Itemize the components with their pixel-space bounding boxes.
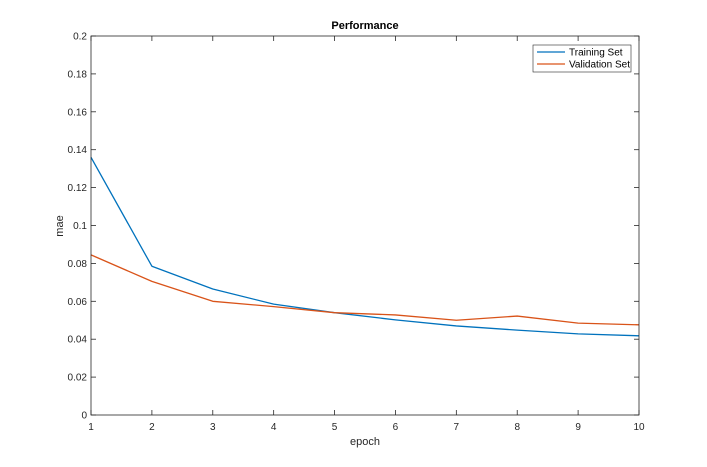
x-tick-label: 9 xyxy=(575,422,581,433)
y-tick-label: 0.16 xyxy=(68,107,88,118)
x-axis-label: epoch xyxy=(350,436,380,448)
x-tick-label: 1 xyxy=(88,422,94,433)
y-tick-label: 0.02 xyxy=(68,373,88,384)
x-tick-label: 10 xyxy=(633,422,645,433)
legend-label: Validation Set xyxy=(569,60,630,71)
x-tick-label: 4 xyxy=(271,422,277,433)
y-tick-label: 0.04 xyxy=(68,335,88,346)
y-axis-label: mae xyxy=(54,215,66,236)
y-tick-label: 0.18 xyxy=(68,69,88,80)
y-tick-label: 0 xyxy=(81,411,87,422)
x-tick-label: 2 xyxy=(149,422,155,433)
legend-label: Training Set xyxy=(569,48,623,59)
y-tick-label: 0.1 xyxy=(73,221,87,232)
series-line-validation-set xyxy=(90,254,640,326)
y-tick-label: 0.06 xyxy=(68,297,88,308)
plot-background xyxy=(91,36,639,415)
y-tick-label: 0.14 xyxy=(68,145,88,156)
x-tick-label: 5 xyxy=(332,422,338,433)
y-tick-label: 0.08 xyxy=(68,259,88,270)
x-tick-label: 7 xyxy=(454,422,460,433)
series-line-training-set xyxy=(90,156,640,337)
legend-box xyxy=(532,44,632,73)
x-tick-label: 3 xyxy=(210,422,216,433)
x-tick-label: 6 xyxy=(393,422,399,433)
chart-title: Performance xyxy=(331,20,398,32)
x-tick-label: 8 xyxy=(514,422,520,433)
plot-frame xyxy=(90,35,640,416)
y-tick-label: 0.12 xyxy=(68,183,88,194)
series-layer xyxy=(90,156,640,337)
y-tick-label: 0.2 xyxy=(73,32,87,43)
